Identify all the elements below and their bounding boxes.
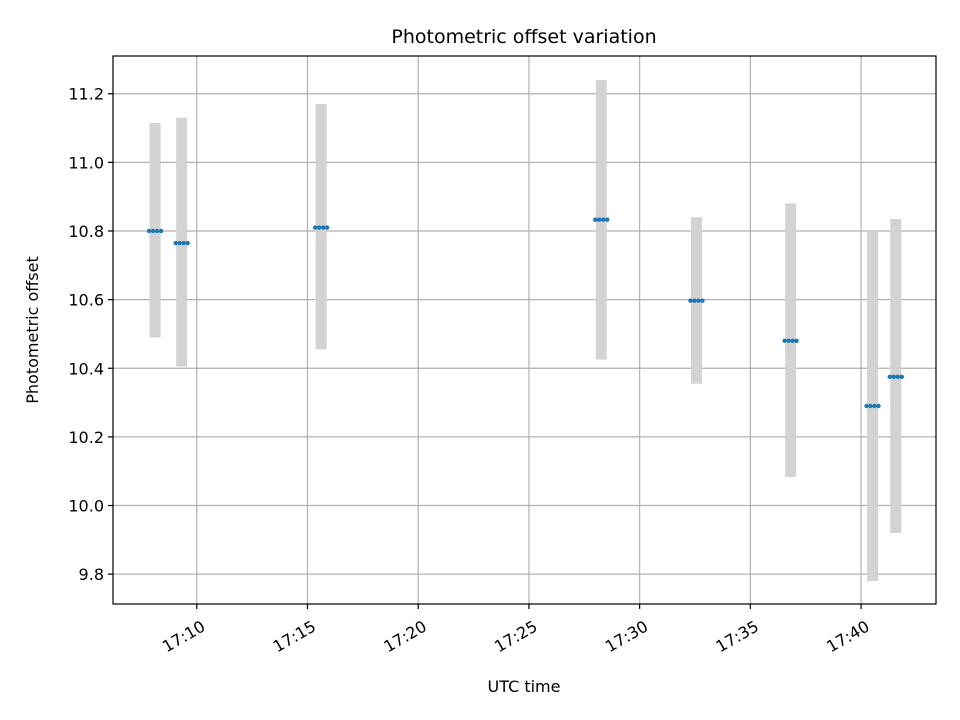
data-point-marker [782, 338, 787, 344]
data-point-marker [899, 374, 904, 380]
data-point-marker [696, 298, 701, 303]
data-point-marker [158, 228, 164, 234]
y-tick-label: 10.2 [68, 428, 104, 447]
data-point [864, 403, 881, 409]
data-point-marker [181, 240, 186, 246]
y-tick-label: 11.0 [68, 153, 104, 172]
plot-area-frame [112, 55, 937, 605]
y-tick-label: 9.8 [79, 565, 104, 584]
y-tick-label: 11.2 [68, 85, 104, 104]
data-point-marker [597, 217, 602, 222]
y-tick-label: 10.8 [68, 222, 104, 241]
data-point-marker [872, 403, 877, 409]
y-tick-label: 10.0 [68, 497, 104, 516]
x-axis-ticks: 17:10 17:15 17:20 17:25 17:30 17:35 17:40 [159, 604, 873, 656]
data-point-marker [605, 217, 610, 222]
data-point [146, 228, 164, 234]
x-tick-label: 17:10 [159, 617, 208, 657]
data-point-marker [324, 225, 330, 230]
x-tick-label: 17:30 [602, 617, 651, 657]
data-point [782, 338, 799, 344]
data-point-marker [154, 228, 160, 234]
data-point [173, 240, 190, 246]
data-point-marker [891, 374, 896, 380]
data-point [688, 298, 705, 303]
y-tick-label: 10.6 [68, 291, 104, 310]
data-point-marker [316, 225, 322, 230]
data-point [312, 225, 330, 230]
data-point-marker [700, 298, 705, 303]
data-point-marker [868, 403, 873, 409]
x-tick-label: 17:15 [270, 617, 319, 657]
data-point-marker [864, 403, 869, 409]
x-tick-label: 17:40 [823, 617, 872, 657]
data-point-marker [692, 298, 697, 303]
data-point-marker [887, 374, 892, 380]
data-point-marker [150, 228, 156, 234]
y-axis-ticks: 9.8 10.0 10.2 10.4 10.6 10.8 11.0 11.2 [68, 85, 113, 584]
data-point-marker [177, 240, 182, 246]
data-point-marker [794, 338, 799, 344]
x-axis-label: UTC time [488, 677, 561, 696]
data-point-marker [320, 225, 326, 230]
data-point-marker [895, 374, 900, 380]
data-point-marker [173, 240, 178, 246]
chart-title: Photometric offset variation [391, 26, 656, 48]
data-point-marker [601, 217, 606, 222]
data-point-marker [786, 338, 791, 344]
x-tick-label: 17:25 [491, 617, 540, 657]
x-tick-label: 17:20 [380, 617, 429, 657]
data-point-marker [146, 228, 152, 234]
y-tick-label: 10.4 [68, 359, 104, 378]
x-tick-label: 17:35 [713, 617, 762, 657]
data-point [887, 374, 904, 380]
grid [113, 56, 936, 604]
data-point-marker [593, 217, 598, 222]
data-point-marker [312, 225, 318, 230]
data-point-marker [876, 403, 881, 409]
y-axis-label: Photometric offset [23, 256, 42, 404]
data-point-marker [688, 298, 693, 303]
data-point-marker [185, 240, 190, 246]
data-point-marker [790, 338, 795, 344]
data-point [593, 217, 610, 222]
data-points [146, 217, 904, 409]
